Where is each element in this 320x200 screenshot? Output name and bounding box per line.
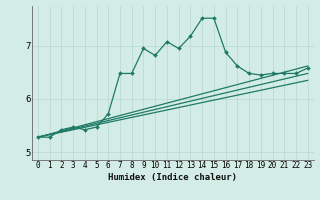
X-axis label: Humidex (Indice chaleur): Humidex (Indice chaleur)	[108, 173, 237, 182]
